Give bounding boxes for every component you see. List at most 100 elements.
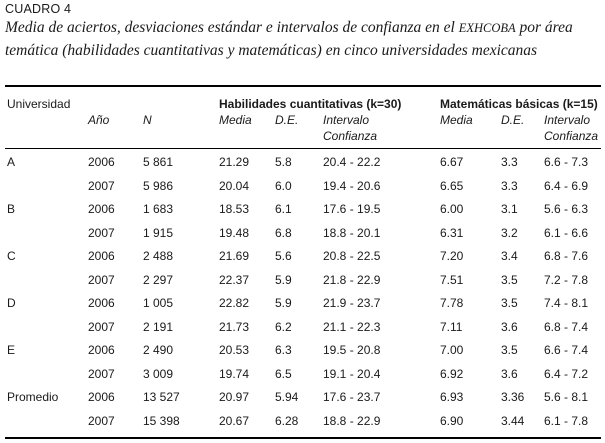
cell-hc-de: 5.6 [275, 249, 292, 263]
cell-hc-media: 21.73 [219, 319, 250, 334]
cell-n: 3 009 [143, 366, 174, 381]
cell-mb-ic: 7.2 - 7.8 [544, 272, 589, 287]
cell-mb-media: 7.11 [440, 319, 463, 334]
cell-mb-ic: 6.8 - 7.6 [544, 249, 589, 263]
header-hc-media: Media [219, 113, 252, 127]
cell-mb-de: 3.4 [501, 249, 518, 263]
cell-hc-de: 6.2 [275, 319, 292, 334]
header-group-habilidades: Habilidades cuantitativas (k=30) [219, 97, 402, 111]
cell-hc-ic: 21.1 - 22.3 [323, 319, 381, 334]
header-hc-confianza: Confianza [323, 129, 378, 143]
cell-hc-de: 6.3 [275, 343, 292, 357]
table-bottom-rule [5, 437, 601, 439]
cell-hc-ic: 20.4 - 22.2 [323, 155, 381, 169]
cell-year: 2006 [88, 343, 115, 357]
cell-uni: Promedio [7, 390, 59, 404]
cell-hc-de: 6.28 [275, 413, 299, 428]
cell-hc-media: 20.53 [219, 343, 250, 357]
cell-mb-media: 7.51 [440, 272, 464, 287]
header-mb-media: Media [440, 113, 473, 127]
cell-year: 2006 [88, 155, 115, 169]
cell-mb-ic: 6.6 - 7.3 [544, 155, 589, 169]
cell-year: 2007 [88, 319, 115, 334]
cell-mb-ic: 6.4 - 6.9 [544, 178, 589, 193]
cell-mb-de: 3.1 [501, 202, 518, 216]
cell-hc-ic: 19.1 - 20.4 [323, 366, 381, 381]
cell-hc-ic: 20.8 - 22.5 [323, 249, 381, 263]
cell-hc-media: 21.29 [219, 155, 250, 169]
cell-hc-ic: 18.8 - 20.1 [323, 225, 381, 240]
cell-n: 5 861 [143, 155, 174, 169]
cell-mb-de: 3.5 [501, 272, 518, 287]
cell-hc-de: 6.1 [275, 202, 292, 216]
cell-mb-media: 6.65 [440, 178, 464, 193]
cell-mb-ic: 6.8 - 7.4 [544, 319, 589, 334]
cell-mb-de: 3.3 [501, 155, 518, 169]
cell-hc-ic: 19.5 - 20.8 [323, 343, 381, 357]
cell-mb-media: 7.00 [440, 343, 464, 357]
cell-year: 2007 [88, 272, 115, 287]
header-n: N [143, 113, 152, 127]
cell-hc-media: 21.69 [219, 249, 250, 263]
caption-text-post: por área [515, 19, 573, 36]
cell-mb-de: 3.3 [501, 178, 518, 193]
cell-uni: E [7, 343, 16, 357]
cell-mb-ic: 7.4 - 8.1 [544, 296, 589, 310]
cell-hc-ic: 21.8 - 22.9 [323, 272, 381, 287]
cell-year: 2007 [88, 178, 115, 193]
cell-mb-de: 3.44 [501, 413, 525, 428]
table-top-rule [5, 85, 601, 87]
cell-year: 2007 [88, 366, 115, 381]
cell-n: 1 915 [143, 225, 174, 240]
caption-acronym: EXHCOBA [458, 21, 516, 35]
cell-hc-de: 6.8 [275, 225, 292, 240]
cell-mb-de: 3.6 [501, 366, 518, 381]
header-mb-confianza: Confianza [544, 129, 599, 143]
cell-hc-de: 5.94 [275, 390, 299, 404]
cell-mb-de: 3.5 [501, 343, 518, 357]
cell-mb-ic: 6.1 - 6.6 [544, 225, 589, 240]
cell-n: 1 005 [143, 296, 174, 310]
cell-hc-media: 20.67 [219, 413, 250, 428]
cell-year: 2007 [88, 413, 115, 428]
cell-hc-de: 6.0 [275, 178, 292, 193]
cell-year: 2006 [88, 249, 115, 263]
cell-mb-de: 3.6 [501, 319, 518, 334]
header-universidad: Universidad [7, 97, 71, 111]
header-anio: Año [88, 113, 110, 127]
cell-mb-media: 6.00 [440, 202, 464, 216]
cell-mb-media: 6.31 [440, 225, 464, 240]
cell-uni: A [7, 155, 16, 169]
cell-hc-media: 22.37 [219, 272, 250, 287]
cell-hc-media: 19.74 [219, 366, 250, 381]
cell-uni: C [7, 249, 16, 263]
cell-hc-ic: 18.8 - 22.9 [323, 413, 381, 428]
cell-mb-media: 7.78 [440, 296, 464, 310]
cell-hc-ic: 17.6 - 23.7 [323, 390, 381, 404]
cell-mb-media: 7.20 [440, 249, 464, 263]
table-caption-line-2: temática (habilidades cuantitativas y ma… [5, 42, 538, 59]
cell-n: 15 398 [143, 413, 180, 428]
cell-mb-de: 3.2 [501, 225, 518, 240]
cell-n: 5 986 [143, 178, 174, 193]
cell-hc-de: 5.9 [275, 272, 292, 287]
cell-hc-ic: 21.9 - 23.7 [323, 296, 381, 310]
cell-n: 13 527 [143, 390, 180, 404]
cell-n: 2 191 [143, 319, 174, 334]
header-group-matematicas: Matemáticas básicas (k=15) [440, 97, 598, 111]
cell-hc-ic: 19.4 - 20.6 [323, 178, 381, 193]
cell-n: 2 488 [143, 249, 174, 263]
cell-mb-ic: 6.1 - 7.8 [544, 413, 589, 428]
cell-mb-ic: 5.6 - 8.1 [544, 390, 589, 404]
cell-hc-media: 20.97 [219, 390, 250, 404]
cell-year: 2007 [88, 225, 115, 240]
header-mb-de: D.E. [501, 113, 525, 127]
cell-n: 2 490 [143, 343, 174, 357]
cell-year: 2006 [88, 296, 115, 310]
cell-mb-ic: 6.6 - 7.4 [544, 343, 589, 357]
cell-hc-de: 5.8 [275, 155, 292, 169]
header-mb-intervalo: Intervalo [544, 113, 591, 127]
cell-uni: D [7, 296, 16, 310]
cell-n: 2 297 [143, 272, 174, 287]
cell-hc-ic: 17.6 - 19.5 [323, 202, 381, 216]
